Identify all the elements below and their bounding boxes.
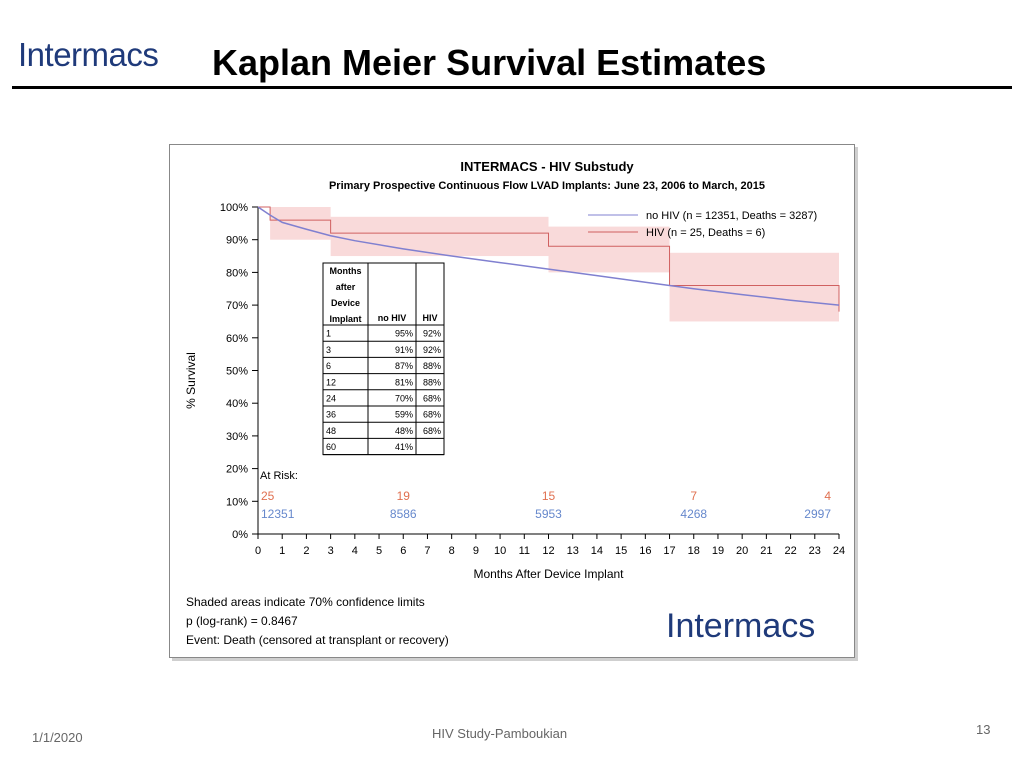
y-axis-label: % Survival [184, 352, 198, 409]
km-chart: INTERMACS - HIV Substudy Primary Prospect… [184, 159, 845, 647]
x-tick-label: 19 [712, 545, 724, 557]
at-risk-no-hiv-count: 4268 [680, 507, 707, 521]
at-risk-hiv-count: 25 [261, 489, 275, 503]
inset-table-cell: 88% [423, 361, 441, 371]
inset-table-cell: 92% [423, 345, 441, 355]
y-tick-label: 10% [226, 496, 248, 508]
title-rule [12, 86, 1012, 89]
inset-table-header: after [336, 282, 356, 292]
inset-table-cell: 36 [326, 410, 336, 420]
x-tick-label: 3 [328, 545, 334, 557]
page-number: 13 [976, 722, 991, 737]
y-tick-label: 60% [226, 333, 248, 345]
x-tick-label: 22 [784, 545, 796, 557]
x-tick-label: 5 [376, 545, 382, 557]
inset-table-cell: 3 [326, 345, 331, 355]
inset-table-cell: 88% [423, 377, 441, 387]
inset-table-cell: 41% [395, 442, 413, 452]
inset-table-cell: 12 [326, 377, 336, 387]
x-tick-label: 11 [519, 545, 530, 557]
x-tick-label: 20 [736, 545, 748, 557]
x-tick-label: 23 [809, 545, 821, 557]
x-tick-label: 21 [760, 545, 772, 557]
x-tick-label: 8 [449, 545, 455, 557]
inset-table-header: Implant [329, 314, 361, 324]
y-tick-label: 70% [226, 300, 248, 312]
at-risk-hiv-count: 19 [397, 489, 411, 503]
x-tick-label: 9 [473, 545, 479, 557]
hiv-confidence-band [330, 216, 549, 257]
footnote: Shaded areas indicate 70% confidence lim… [186, 595, 425, 609]
inset-table-cell: 68% [423, 410, 441, 420]
x-tick-label: 7 [424, 545, 430, 557]
legend-label-no-hiv: no HIV (n = 12351, Deaths = 3287) [646, 210, 817, 222]
at-risk-hiv-count: 15 [542, 489, 556, 503]
inset-table-cell: 48 [326, 426, 336, 436]
slide-title: Kaplan Meier Survival Estimates [212, 42, 767, 83]
y-tick-label: 0% [232, 529, 248, 541]
inset-table-cell: 87% [395, 361, 413, 371]
at-risk-no-hiv-count: 5953 [535, 507, 562, 521]
inset-table-cell: 70% [395, 394, 413, 404]
inset-table-header: HIV [422, 313, 437, 323]
chart-title: INTERMACS - HIV Substudy [460, 159, 634, 174]
inset-table-cell: 6 [326, 361, 331, 371]
x-tick-label: 16 [639, 545, 651, 557]
x-tick-label: 13 [567, 545, 579, 557]
x-tick-label: 24 [833, 545, 845, 557]
inset-table-header: Device [331, 298, 360, 308]
y-tick-label: 40% [226, 398, 248, 410]
x-axis-label: Months After Device Implant [473, 567, 624, 581]
footnote: Event: Death (censored at transplant or … [186, 633, 449, 647]
x-tick-label: 10 [494, 545, 506, 557]
inset-table-cell: 1 [326, 329, 331, 339]
y-tick-label: 50% [226, 366, 248, 378]
figure-frame: INTERMACS - HIV Substudy Primary Prospect… [169, 144, 855, 658]
inset-table-cell: 91% [395, 345, 413, 355]
x-tick-label: 15 [615, 545, 627, 557]
inset-table-cell: 68% [423, 426, 441, 436]
x-tick-label: 2 [303, 545, 309, 557]
chart-subtitle: Primary Prospective Continuous Flow LVAD… [329, 180, 765, 192]
inset-table-cell: 81% [395, 377, 413, 387]
inset-table-cell: 68% [423, 394, 441, 404]
at-risk-label: At Risk: [260, 470, 298, 482]
y-tick-label: 20% [226, 464, 248, 476]
y-tick-label: 100% [220, 202, 248, 214]
y-tick-label: 30% [226, 431, 248, 443]
at-risk-hiv-count: 7 [690, 489, 697, 503]
at-risk-no-hiv-count: 8586 [390, 507, 417, 521]
hiv-confidence-band [669, 252, 839, 322]
x-tick-label: 1 [279, 545, 285, 557]
intermacs-logo: Intermacs [18, 36, 159, 73]
footer-date: 1/1/2020 [32, 730, 83, 745]
x-tick-label: 14 [591, 545, 603, 557]
x-tick-label: 17 [663, 545, 675, 557]
at-risk-no-hiv-count: 2997 [804, 507, 831, 521]
x-tick-label: 6 [400, 545, 406, 557]
inset-table-cell: 24 [326, 394, 336, 404]
inset-table-cell: 48% [395, 426, 413, 436]
inset-table-cell: 95% [395, 329, 413, 339]
x-tick-label: 12 [542, 545, 554, 557]
no-hiv-survival-line [257, 206, 840, 306]
x-tick-label: 18 [688, 545, 700, 557]
at-risk-no-hiv-count: 12351 [261, 507, 295, 521]
inset-table-cell: 59% [395, 410, 413, 420]
hiv-confidence-band [548, 226, 670, 273]
x-tick-label: 0 [255, 545, 261, 557]
hiv-confidence-band [270, 207, 331, 240]
at-risk-hiv-count: 4 [824, 489, 831, 503]
inner-intermacs-logo: Intermacs [666, 607, 815, 645]
footnote: p (log-rank) = 0.8467 [186, 614, 298, 628]
inset-table-cell: 60 [326, 442, 336, 452]
inset-table-header: Months [330, 266, 362, 276]
footer-center-text: HIV Study-Pamboukian [432, 726, 568, 741]
inset-table-cell: 92% [423, 329, 441, 339]
legend-label-hiv: HIV (n = 25, Deaths = 6) [646, 227, 765, 239]
y-tick-label: 90% [226, 235, 248, 247]
y-tick-label: 80% [226, 267, 248, 279]
inset-table-header: no HIV [378, 313, 407, 323]
x-tick-label: 4 [352, 545, 358, 557]
